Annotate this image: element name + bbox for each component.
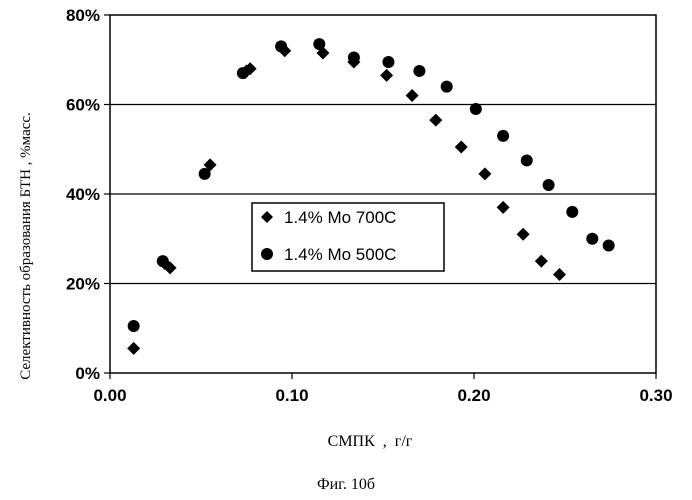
point-series-1-circle	[470, 103, 482, 115]
x-axis-label: СМПК , г/г	[328, 433, 413, 450]
point-series-1-circle	[128, 320, 140, 332]
point-series-0-diamond	[455, 141, 468, 154]
point-series-1-circle	[586, 233, 598, 245]
point-series-1-circle	[603, 239, 615, 251]
point-series-1-circle	[441, 81, 453, 93]
point-series-0-diamond	[535, 255, 548, 268]
legend-label-500c: 1.4% Mo 500C	[284, 245, 396, 264]
point-series-1-circle	[199, 168, 211, 180]
point-series-1-circle	[313, 38, 325, 50]
point-series-0-diamond	[380, 69, 393, 82]
point-series-1-circle	[521, 154, 533, 166]
point-series-1-circle	[382, 56, 394, 68]
figure-caption: Фиг. 10б	[317, 476, 375, 493]
tick-label-y: 60%	[66, 96, 100, 115]
point-series-1-circle	[413, 65, 425, 77]
point-series-1-circle	[237, 67, 249, 79]
point-series-0-diamond	[497, 201, 510, 214]
point-series-1-circle	[497, 130, 509, 142]
point-series-1-circle	[157, 255, 169, 267]
legend-marker-circle-icon	[261, 248, 273, 260]
chart: 0% 20% 40% 60% 80% 0.00 0.10 0.20 0.30 1.4% Mo 7…	[0, 0, 692, 500]
legend-label-700c: 1.4% Mo 700C	[284, 208, 396, 227]
tick-label-x: 0.00	[93, 386, 126, 405]
point-series-0-diamond	[406, 89, 419, 102]
tick-label-y: 0%	[75, 364, 100, 383]
point-series-0-diamond	[517, 228, 530, 241]
tick-label-x: 0.30	[639, 386, 672, 405]
tick-label-x: 0.10	[275, 386, 308, 405]
tick-label-y: 20%	[66, 275, 100, 294]
tick-label-x: 0.20	[457, 386, 490, 405]
point-series-1-circle	[543, 179, 555, 191]
tick-label-y: 80%	[66, 6, 100, 25]
point-series-0-diamond	[553, 268, 566, 281]
point-series-0-diamond	[127, 342, 140, 355]
y-axis-label: Селективность образования БТН , %масс.	[18, 112, 34, 380]
legend: 1.4% Mo 700C 1.4% Mo 500C	[252, 203, 444, 271]
point-series-0-diamond	[478, 167, 491, 180]
tick-label-y: 40%	[66, 185, 100, 204]
point-series-1-circle	[348, 52, 360, 64]
point-series-1-circle	[275, 40, 287, 52]
data-points	[127, 38, 615, 355]
point-series-1-circle	[566, 206, 578, 218]
point-series-0-diamond	[429, 114, 442, 127]
